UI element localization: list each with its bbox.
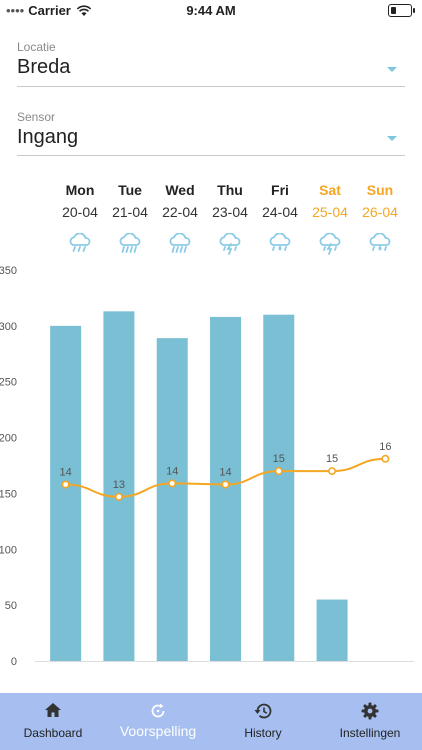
sensor-label: Sensor — [17, 110, 56, 124]
data-label: 16 — [379, 441, 391, 453]
line-point — [61, 480, 70, 489]
sensor-value: Ingang — [17, 126, 79, 148]
y-tick-label: 150 — [0, 488, 17, 500]
day-date: 24-04 — [262, 204, 298, 220]
nav-label: Dashboard — [23, 726, 83, 740]
day-column: Thu 23-04 — [206, 182, 254, 257]
y-tick-label: 300 — [0, 321, 17, 333]
day-name: Mon — [65, 182, 95, 198]
bottom-nav: Dashboard Voorspelling History Instellin… — [0, 693, 422, 750]
nav-label: History — [244, 726, 282, 740]
nav-label: Instellingen — [339, 726, 401, 740]
rain-icon — [69, 232, 91, 252]
y-tick-label: 350 — [0, 265, 17, 277]
dropdown-arrow-icon — [387, 136, 397, 141]
y-tick-label: 100 — [0, 544, 17, 556]
bar — [156, 338, 188, 661]
data-label: 13 — [113, 479, 125, 491]
y-tick-label: 50 — [5, 600, 17, 612]
data-label: 14 — [219, 466, 231, 478]
day-column: Fri 24-04 — [256, 182, 304, 257]
day-name: Wed — [165, 182, 195, 198]
data-label: 15 — [273, 453, 285, 465]
bar — [50, 325, 82, 661]
location-select[interactable]: Locatie Breda — [17, 40, 405, 87]
nav-voorspelling[interactable]: Voorspelling — [108, 693, 208, 750]
day-name: Thu — [217, 182, 243, 198]
day-name: Sat — [319, 182, 341, 198]
day-date: 20-04 — [62, 204, 98, 220]
y-tick-label: 200 — [0, 433, 17, 445]
day-name: Tue — [118, 182, 142, 198]
day-date: 26-04 — [362, 204, 398, 220]
day-date: 23-04 — [212, 204, 248, 220]
data-label: 14 — [166, 465, 178, 477]
day-column: Mon 20-04 — [56, 182, 104, 257]
battery-icon — [388, 4, 415, 17]
line-point — [381, 454, 390, 463]
sensor-select[interactable]: Sensor Ingang — [17, 110, 405, 156]
day-name: Fri — [271, 182, 289, 198]
bar — [263, 314, 295, 661]
showers-icon — [369, 232, 391, 251]
wifi-icon — [76, 4, 92, 16]
bar — [103, 311, 135, 661]
nav-instellingen[interactable]: Instellingen — [324, 693, 416, 750]
nav-label: Voorspelling — [119, 723, 197, 739]
line-point — [114, 492, 123, 501]
bar — [316, 599, 348, 661]
day-column: Sat 25-04 — [306, 182, 354, 257]
day-date: 22-04 — [162, 204, 198, 220]
day-column: Tue 21-04 — [106, 182, 154, 257]
location-value: Breda — [17, 56, 71, 78]
thunderstorm-icon — [219, 232, 241, 255]
gear-icon — [361, 702, 379, 720]
location-label: Locatie — [17, 40, 56, 54]
line-point — [221, 480, 230, 489]
signal-dots-icon: •••• — [6, 3, 25, 18]
home-icon — [45, 703, 61, 717]
y-tick-label: 250 — [0, 377, 17, 389]
day-name: Sun — [366, 182, 394, 198]
dropdown-arrow-icon — [387, 67, 397, 72]
data-label: 15 — [326, 453, 338, 465]
line-point — [274, 467, 283, 476]
status-bar: •••• Carrier 9:44 AM — [0, 0, 422, 22]
nav-history[interactable]: History — [218, 693, 308, 750]
nav-dashboard[interactable]: Dashboard — [8, 693, 98, 750]
data-label: 14 — [60, 466, 72, 478]
heavy-rain-icon — [119, 232, 141, 253]
line-point — [328, 467, 337, 476]
showers-icon — [269, 232, 291, 251]
status-time: 9:44 AM — [186, 3, 236, 18]
day-column: Sun 26-04 — [356, 182, 404, 257]
day-date: 21-04 — [112, 204, 148, 220]
bar — [210, 316, 241, 661]
heavy-rain-icon — [169, 232, 191, 253]
y-tick-label: 0 — [11, 656, 17, 668]
refresh-icon — [151, 703, 165, 718]
carrier-label: Carrier — [28, 3, 71, 18]
line-point — [168, 479, 177, 488]
day-date: 25-04 — [312, 204, 348, 220]
day-column: Wed 22-04 — [156, 182, 204, 257]
thunderstorm-icon — [319, 232, 341, 255]
forecast-chart: 0 50 100 150 200 250 300 350 14 13 14 14 15 15 16 — [0, 265, 414, 668]
history-icon — [254, 703, 272, 719]
forecast-days: Mon 20-04 Tue 21-04 Wed 22-04 Thu 23-04 … — [0, 182, 422, 272]
